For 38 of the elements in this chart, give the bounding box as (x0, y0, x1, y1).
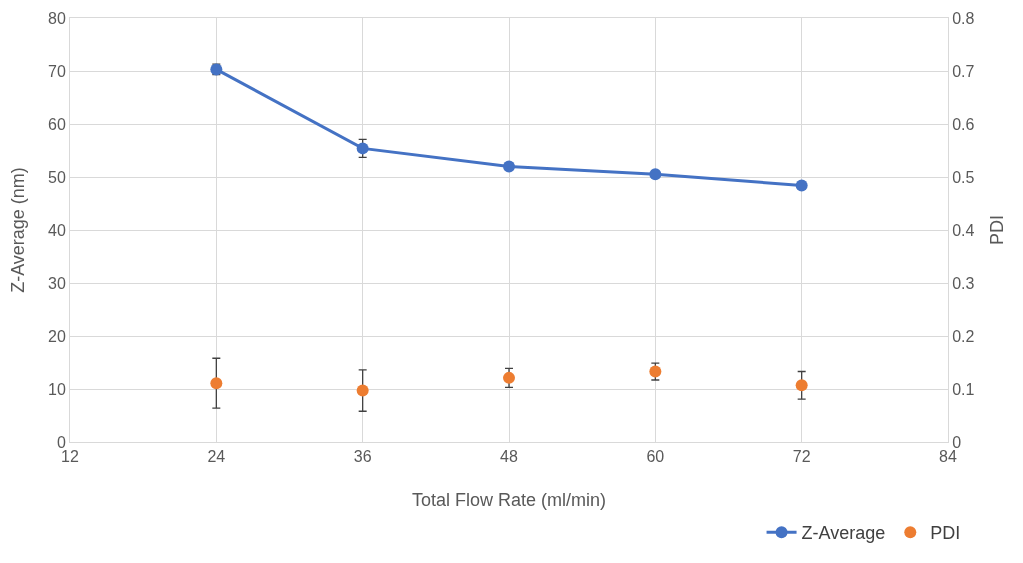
y-tick-label: 20 (48, 327, 66, 345)
y-tick-label: 70 (48, 62, 66, 80)
x-tick-label: 84 (939, 448, 957, 466)
y-axis-title: Z-Average (nm) (8, 167, 28, 293)
y-tick-label: 0 (56, 433, 66, 451)
legend-label: Z-Average (801, 523, 886, 544)
y-tick-label: 80 (48, 9, 66, 27)
y2-axis-title: PDI (987, 214, 1007, 246)
x-axis-title: Total Flow Rate (ml/min) (411, 490, 607, 510)
y2-tick-label: 0 (952, 433, 962, 451)
x-tick-label: 60 (646, 448, 665, 466)
x-tick-label: 48 (500, 448, 518, 466)
y2-tick-label: 0.4 (952, 221, 975, 239)
point (356, 142, 369, 155)
y2-tick-label: 0.3 (952, 274, 975, 292)
point (649, 168, 662, 181)
y-tick-label: 10 (48, 380, 66, 398)
point (503, 160, 515, 173)
y2-tick-label: 0.6 (952, 115, 975, 133)
point (356, 384, 369, 397)
point (795, 379, 808, 392)
x-tick-label: 36 (353, 448, 372, 466)
point (795, 179, 808, 192)
y2-tick-label: 0.7 (952, 62, 975, 80)
x-tick-label: 24 (207, 448, 226, 466)
y2-tick-label: 0.5 (952, 168, 975, 186)
y2-tick-label: 0.2 (952, 327, 975, 345)
x-tick-label: 72 (792, 448, 811, 466)
y-tick-label: 60 (48, 115, 66, 133)
x-tick-label: 12 (61, 448, 79, 466)
legend-label: PDI (930, 523, 961, 544)
y2-tick-label: 0.1 (952, 380, 975, 398)
point (503, 371, 515, 384)
point (210, 377, 223, 390)
y2-tick-label: 0.8 (952, 9, 975, 27)
y-tick-label: 50 (48, 168, 66, 186)
y-tick-label: 30 (48, 274, 66, 292)
y-tick-label: 40 (48, 221, 66, 239)
